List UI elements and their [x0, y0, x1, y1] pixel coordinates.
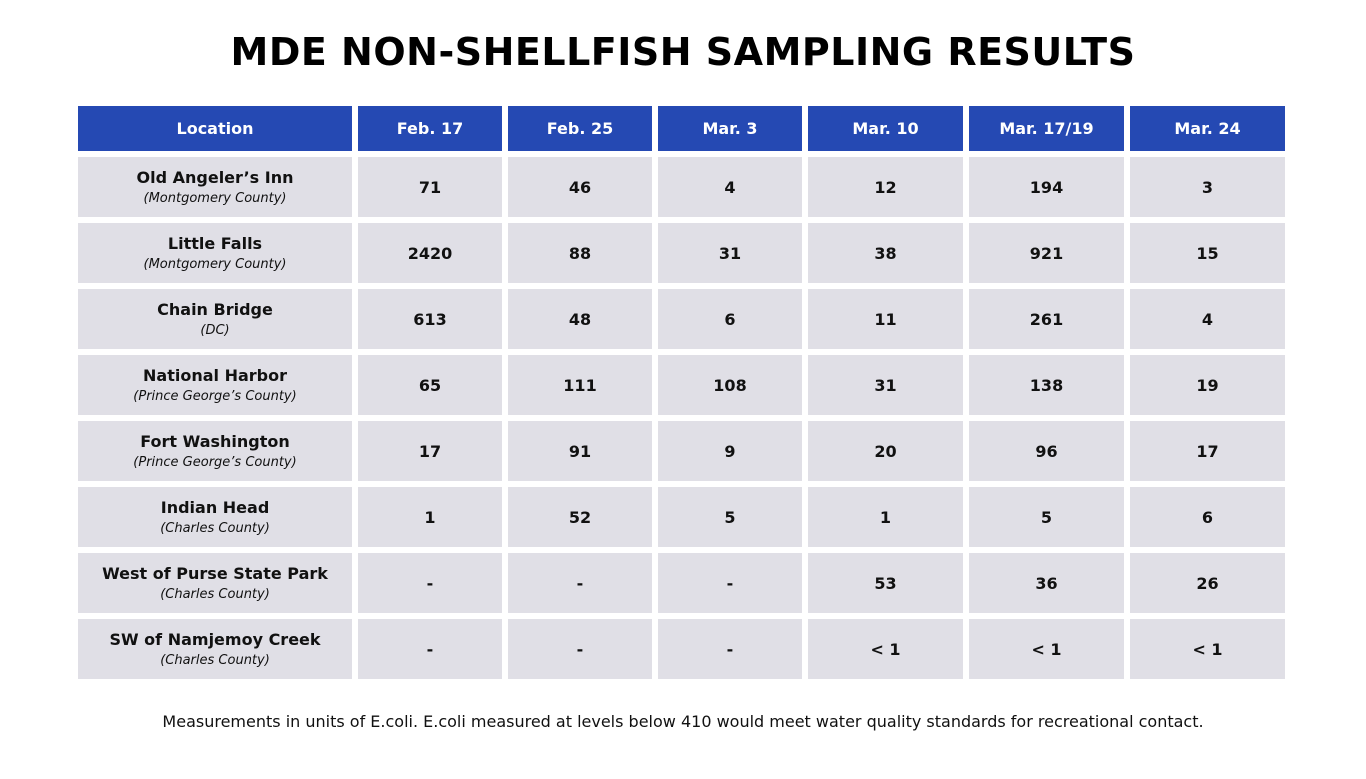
location-county: (Prince George’s County) — [133, 455, 297, 470]
header-cell: Feb. 17 — [358, 106, 502, 151]
value-cell: 48 — [508, 289, 652, 349]
location-county: (Charles County) — [160, 653, 270, 668]
location-name: Chain Bridge — [157, 300, 273, 319]
page-title: MDE NON-SHELLFISH SAMPLING RESULTS — [230, 30, 1136, 74]
value-cell: 108 — [658, 355, 802, 415]
header-cell: Mar. 3 — [658, 106, 802, 151]
location-county: (Charles County) — [160, 521, 270, 536]
location-cell: Fort Washington (Prince George’s County) — [78, 421, 352, 481]
value-cell: 52 — [508, 487, 652, 547]
value-cell: 111 — [508, 355, 652, 415]
value-cell: 3 — [1130, 157, 1285, 217]
value-cell: 613 — [358, 289, 502, 349]
value-cell: - — [508, 553, 652, 613]
header-cell: Mar. 24 — [1130, 106, 1285, 151]
location-name: Fort Washington — [140, 432, 290, 451]
value-cell: 96 — [969, 421, 1124, 481]
value-cell: 4 — [1130, 289, 1285, 349]
location-cell: SW of Namjemoy Creek (Charles County) — [78, 619, 352, 679]
value-cell: 1 — [358, 487, 502, 547]
value-cell: 4 — [658, 157, 802, 217]
value-cell: 17 — [1130, 421, 1285, 481]
value-cell: 6 — [1130, 487, 1285, 547]
value-cell: 38 — [808, 223, 963, 283]
value-cell: 65 — [358, 355, 502, 415]
value-cell: 2420 — [358, 223, 502, 283]
value-cell: 91 — [508, 421, 652, 481]
location-cell: Little Falls (Montgomery County) — [78, 223, 352, 283]
location-county: (Montgomery County) — [143, 257, 287, 272]
value-cell: 53 — [808, 553, 963, 613]
location-name: National Harbor — [143, 366, 287, 385]
location-county: (Montgomery County) — [143, 191, 287, 206]
location-county: (Charles County) — [160, 587, 270, 602]
location-name: Indian Head — [160, 498, 270, 517]
header-cell: Location — [78, 106, 352, 151]
value-cell: < 1 — [1130, 619, 1285, 679]
location-county: (DC) — [200, 323, 230, 338]
header-cell: Feb. 25 — [508, 106, 652, 151]
value-cell: 9 — [658, 421, 802, 481]
value-cell: - — [658, 619, 802, 679]
value-cell: 921 — [969, 223, 1124, 283]
value-cell: 11 — [808, 289, 963, 349]
location-cell: West of Purse State Park (Charles County) — [78, 553, 352, 613]
location-name: West of Purse State Park — [102, 564, 328, 583]
value-cell: 36 — [969, 553, 1124, 613]
value-cell: 26 — [1130, 553, 1285, 613]
value-cell: 261 — [969, 289, 1124, 349]
value-cell: 138 — [969, 355, 1124, 415]
value-cell: - — [358, 553, 502, 613]
footnote: Measurements in units of E.coli. E.coli … — [162, 712, 1204, 731]
results-table: Location Feb. 17 Feb. 25 Mar. 3 Mar. 10 Mar. … — [78, 106, 1288, 679]
value-cell: 17 — [358, 421, 502, 481]
value-cell: 19 — [1130, 355, 1285, 415]
value-cell: 31 — [808, 355, 963, 415]
header-cell: Mar. 10 — [808, 106, 963, 151]
value-cell: < 1 — [969, 619, 1124, 679]
value-cell: 6 — [658, 289, 802, 349]
value-cell: 5 — [658, 487, 802, 547]
value-cell: - — [508, 619, 652, 679]
location-cell: National Harbor (Prince George’s County) — [78, 355, 352, 415]
header-cell: Mar. 17/19 — [969, 106, 1124, 151]
location-name: SW of Namjemoy Creek — [109, 630, 321, 649]
value-cell: 15 — [1130, 223, 1285, 283]
value-cell: 71 — [358, 157, 502, 217]
value-cell: 31 — [658, 223, 802, 283]
value-cell: < 1 — [808, 619, 963, 679]
value-cell: 12 — [808, 157, 963, 217]
location-cell: Old Angeler’s Inn (Montgomery County) — [78, 157, 352, 217]
location-county: (Prince George’s County) — [133, 389, 297, 404]
value-cell: 5 — [969, 487, 1124, 547]
value-cell: 194 — [969, 157, 1124, 217]
value-cell: 46 — [508, 157, 652, 217]
value-cell: - — [358, 619, 502, 679]
location-name: Little Falls — [167, 234, 263, 253]
location-cell: Chain Bridge (DC) — [78, 289, 352, 349]
value-cell: - — [658, 553, 802, 613]
value-cell: 88 — [508, 223, 652, 283]
value-cell: 20 — [808, 421, 963, 481]
location-cell: Indian Head (Charles County) — [78, 487, 352, 547]
value-cell: 1 — [808, 487, 963, 547]
location-name: Old Angeler’s Inn — [136, 168, 294, 187]
